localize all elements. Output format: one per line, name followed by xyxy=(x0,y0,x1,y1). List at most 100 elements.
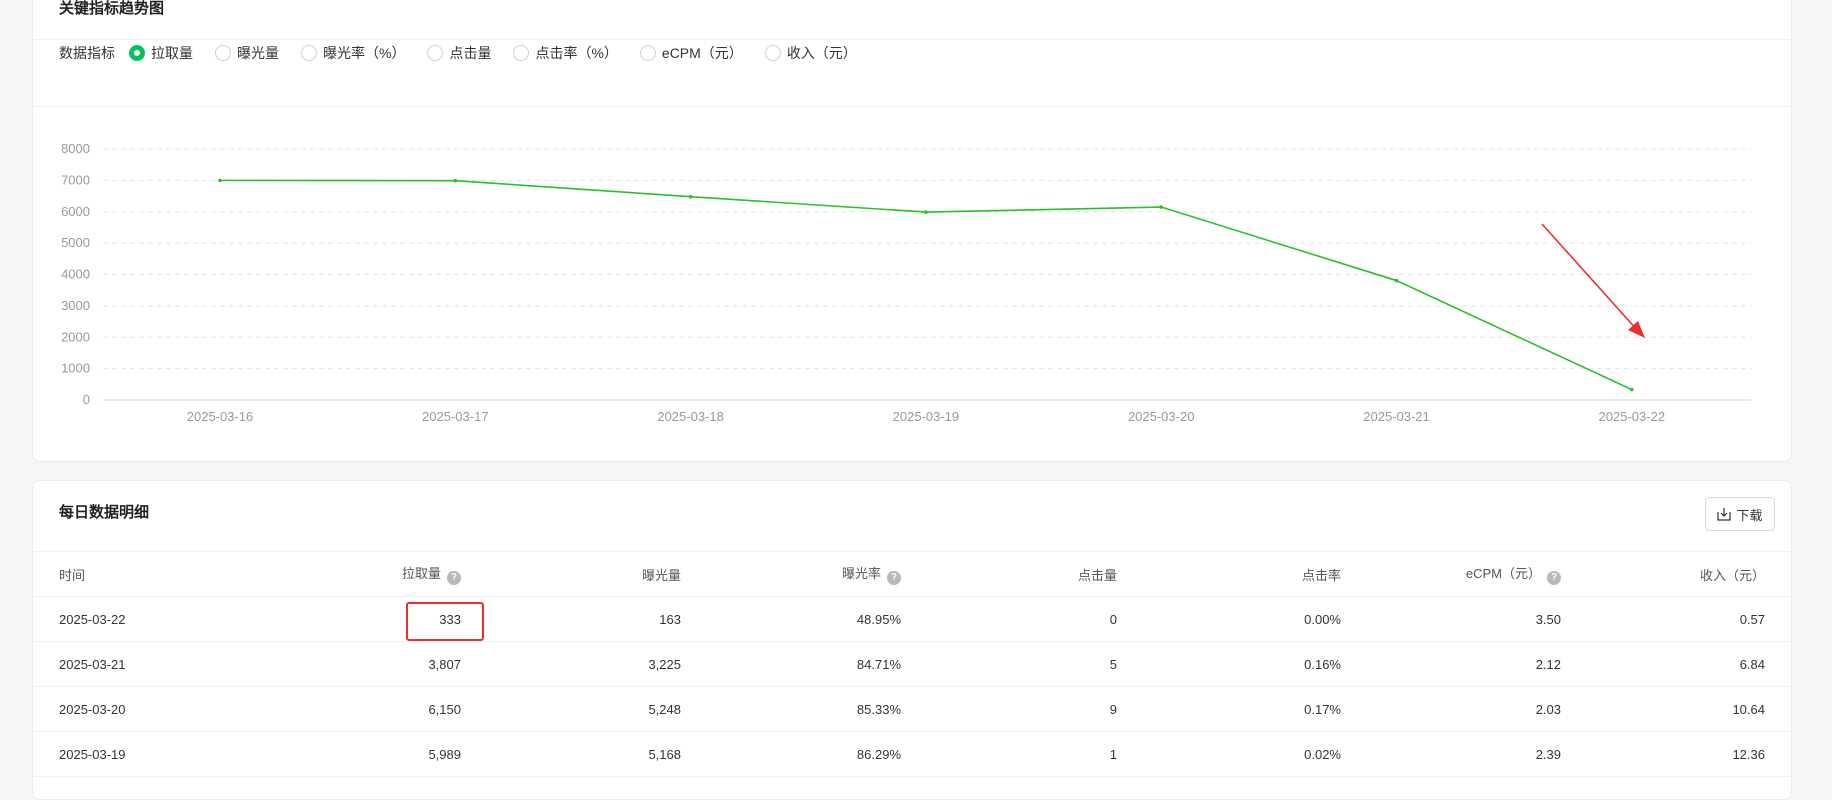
x-tick-label: 2025-03-21 xyxy=(1363,409,1430,424)
table-cell: 3,225 xyxy=(461,641,681,687)
table-cell: 1 xyxy=(901,731,1117,777)
help-icon[interactable]: ? xyxy=(887,570,901,585)
data-point xyxy=(453,178,458,183)
data-point xyxy=(1394,278,1399,283)
metric-radio-1[interactable]: 曝光量 xyxy=(215,43,279,63)
cell-value: 5,989 xyxy=(428,746,461,762)
cell-value: 6.84 xyxy=(1739,656,1765,672)
table-row: 2025-03-22 333 163 48.95% 0 0.00% 3.50 0.57 xyxy=(33,596,1791,642)
cell-value: 84.71% xyxy=(856,656,901,672)
column-header-label: 点击率 xyxy=(1301,567,1341,583)
data-point xyxy=(1159,205,1163,209)
cell-value: 163 xyxy=(659,611,681,627)
metric-radio-label: 曝光量 xyxy=(237,45,279,61)
y-tick-label: 6000 xyxy=(61,204,90,219)
metric-selector: 数据指标 拉取量 曝光量 曝光率（%） 点击量 点击率（%） eCPM（元） 收入（元） xyxy=(59,31,879,75)
data-point xyxy=(1630,387,1634,392)
table-row: 2025-03-21 3,807 3,225 84.71% 5 0.16% 2.12 6.84 xyxy=(33,641,1791,687)
cell-value: 5 xyxy=(1109,656,1117,672)
x-tick-label: 2025-03-22 xyxy=(1599,409,1666,424)
help-icon[interactable]: ? xyxy=(447,570,461,585)
metric-radio-2[interactable]: 曝光率（%） xyxy=(301,43,405,63)
table-cell: 12.36 xyxy=(1561,731,1791,777)
metric-radio-0[interactable]: 拉取量 xyxy=(129,43,193,63)
y-tick-label: 5000 xyxy=(61,235,90,250)
trend-card-title: 关键指标趋势图 xyxy=(59,0,165,17)
radio-circle-icon xyxy=(513,45,530,61)
daily-data-table: 时间 拉取量? 曝光量 曝光率? 点击量 点击率 eCPM（元）? 收入（元） 2025-03… xyxy=(33,551,1791,777)
column-header-label: 点击量 xyxy=(1077,567,1117,583)
radio-circle-icon xyxy=(764,45,781,61)
detail-card-title: 每日数据明细 xyxy=(59,504,150,521)
metric-radio-label: 点击率（%） xyxy=(535,45,618,61)
radio-circle-icon xyxy=(129,45,145,61)
cell-value: 10.64 xyxy=(1732,701,1765,717)
annotation-arrow-shaft xyxy=(1541,223,1639,332)
detail-card: 每日数据明细 下载 时间 拉取量? 曝光量 曝光率? 点击量 点击率 eCPM（元）? 收入（… xyxy=(32,480,1792,800)
table-cell: 0.57 xyxy=(1561,596,1791,642)
y-tick-label: 8000 xyxy=(61,141,90,156)
column-header-label: 收入（元） xyxy=(1699,567,1765,583)
table-cell: 5 xyxy=(901,641,1117,687)
cell-value: 12.36 xyxy=(1732,746,1765,762)
cell-value: 0.00% xyxy=(1304,611,1341,627)
cell-value: 9 xyxy=(1109,701,1117,717)
table-cell: 163 xyxy=(461,596,681,642)
download-label: 下载 xyxy=(1736,507,1763,523)
table-cell: 3,807 xyxy=(253,641,461,687)
cell-value: 0 xyxy=(1109,611,1117,627)
column-header: 点击率 xyxy=(1117,551,1341,597)
x-tick-label: 2025-03-17 xyxy=(422,409,489,424)
cell-value: 48.95% xyxy=(856,611,901,627)
table-cell: 2.39 xyxy=(1341,731,1561,777)
metric-radio-5[interactable]: eCPM（元） xyxy=(639,43,743,63)
annotation-arrow-head xyxy=(1628,321,1645,338)
column-header: 曝光量 xyxy=(461,551,681,597)
metric-radio-label: 拉取量 xyxy=(151,45,193,61)
table-cell: 2025-03-20 xyxy=(33,686,253,732)
column-header-label: 时间 xyxy=(59,567,86,583)
table-cell: 85.33% xyxy=(681,686,901,732)
data-point xyxy=(688,194,693,199)
table-cell: 86.29% xyxy=(681,731,901,777)
cell-value: 2025-03-19 xyxy=(59,746,126,762)
metric-radio-4[interactable]: 点击率（%） xyxy=(513,43,618,63)
cell-value: 85.33% xyxy=(856,701,901,717)
x-tick-label: 2025-03-16 xyxy=(187,409,254,424)
table-cell: 2025-03-19 xyxy=(33,731,253,777)
metric-radio-6[interactable]: 收入（元） xyxy=(764,43,857,63)
divider xyxy=(33,39,1791,40)
column-header: eCPM（元）? xyxy=(1341,551,1561,597)
help-icon[interactable]: ? xyxy=(1547,570,1561,585)
metric-radio-group: 拉取量 曝光量 曝光率（%） 点击量 点击率（%） eCPM（元） 收入（元） xyxy=(129,43,879,63)
table-cell: 48.95% xyxy=(681,596,901,642)
cell-value: 3,807 xyxy=(428,656,461,672)
table-cell: 10.64 xyxy=(1561,686,1791,732)
cell-value: 5,168 xyxy=(648,746,681,762)
download-button[interactable]: 下载 xyxy=(1705,497,1775,531)
cell-value: 2025-03-21 xyxy=(59,656,126,672)
column-header: 曝光率? xyxy=(681,551,901,597)
y-tick-label: 7000 xyxy=(61,172,90,187)
radio-circle-icon xyxy=(427,45,444,61)
cell-value: 2.03 xyxy=(1535,701,1561,717)
cell-value: 2025-03-22 xyxy=(59,611,126,627)
table-body: 2025-03-22 333 163 48.95% 0 0.00% 3.50 0.57 2025… xyxy=(33,596,1791,777)
x-tick-label: 2025-03-20 xyxy=(1128,409,1195,424)
column-header: 时间 xyxy=(33,551,253,597)
cell-value: 86.29% xyxy=(856,746,901,762)
table-cell: 9 xyxy=(901,686,1117,732)
column-header-label: 曝光量 xyxy=(641,567,681,583)
y-tick-label: 0 xyxy=(83,392,90,407)
table-cell: 6,150 xyxy=(253,686,461,732)
cell-value: 0.16% xyxy=(1304,656,1341,672)
table-cell: 5,168 xyxy=(461,731,681,777)
table-cell: 5,248 xyxy=(461,686,681,732)
table-cell: 3.50 xyxy=(1341,596,1561,642)
y-tick-label: 1000 xyxy=(61,361,90,376)
data-point xyxy=(924,210,928,214)
table-cell: 333 xyxy=(253,596,461,642)
trend-card: 关键指标趋势图 数据指标 拉取量 曝光量 曝光率（%） 点击量 点击率（%） eCPM（元… xyxy=(32,0,1792,462)
metric-radio-3[interactable]: 点击量 xyxy=(427,43,491,63)
table-cell: 5,989 xyxy=(253,731,461,777)
